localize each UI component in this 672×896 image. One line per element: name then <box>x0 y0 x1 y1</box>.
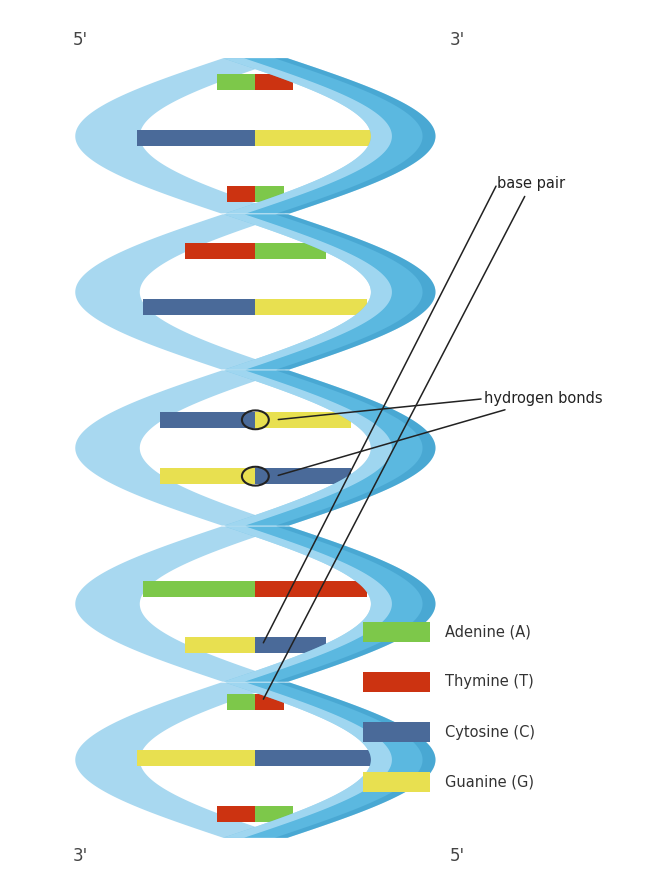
Polygon shape <box>255 243 326 259</box>
Polygon shape <box>224 370 435 526</box>
Polygon shape <box>276 214 435 369</box>
Bar <box>363 672 430 692</box>
Polygon shape <box>224 527 435 682</box>
Polygon shape <box>255 581 368 597</box>
Polygon shape <box>224 214 392 369</box>
Polygon shape <box>223 58 435 213</box>
Polygon shape <box>224 370 392 526</box>
Polygon shape <box>255 637 326 653</box>
Polygon shape <box>255 186 284 202</box>
Polygon shape <box>136 750 255 766</box>
Polygon shape <box>75 370 286 526</box>
Text: 3': 3' <box>450 31 464 49</box>
Bar <box>363 622 430 642</box>
Text: 3': 3' <box>73 847 88 865</box>
Polygon shape <box>75 58 288 213</box>
Polygon shape <box>275 683 435 838</box>
Polygon shape <box>185 637 255 653</box>
Polygon shape <box>255 468 351 484</box>
Polygon shape <box>136 130 255 146</box>
Polygon shape <box>75 214 287 369</box>
Text: Thymine (T): Thymine (T) <box>445 675 534 689</box>
Polygon shape <box>255 130 374 146</box>
Polygon shape <box>160 412 255 428</box>
Polygon shape <box>223 683 392 838</box>
Text: 5': 5' <box>73 31 88 49</box>
Text: hydrogen bonds: hydrogen bonds <box>278 392 603 476</box>
Bar <box>363 772 430 792</box>
Polygon shape <box>143 299 255 315</box>
Bar <box>363 722 430 742</box>
Text: base pair: base pair <box>263 177 565 699</box>
Polygon shape <box>255 73 294 90</box>
Polygon shape <box>276 370 435 526</box>
Polygon shape <box>223 58 392 213</box>
Polygon shape <box>275 58 435 213</box>
Text: Guanine (G): Guanine (G) <box>445 775 534 789</box>
Polygon shape <box>276 527 435 682</box>
Polygon shape <box>255 412 351 428</box>
Polygon shape <box>224 527 392 682</box>
Polygon shape <box>224 214 435 369</box>
Polygon shape <box>143 581 255 597</box>
Text: Adenine (A): Adenine (A) <box>445 625 531 639</box>
Polygon shape <box>227 694 255 710</box>
Polygon shape <box>255 694 284 710</box>
Polygon shape <box>75 527 287 682</box>
Text: Cytosine (C): Cytosine (C) <box>445 725 535 739</box>
Text: 5': 5' <box>450 847 464 865</box>
Polygon shape <box>217 806 255 823</box>
Polygon shape <box>255 299 368 315</box>
Polygon shape <box>160 468 255 484</box>
Polygon shape <box>255 806 294 823</box>
Polygon shape <box>223 683 435 838</box>
Polygon shape <box>255 750 374 766</box>
Polygon shape <box>185 243 255 259</box>
Polygon shape <box>75 683 288 838</box>
Polygon shape <box>227 186 255 202</box>
Polygon shape <box>217 73 255 90</box>
